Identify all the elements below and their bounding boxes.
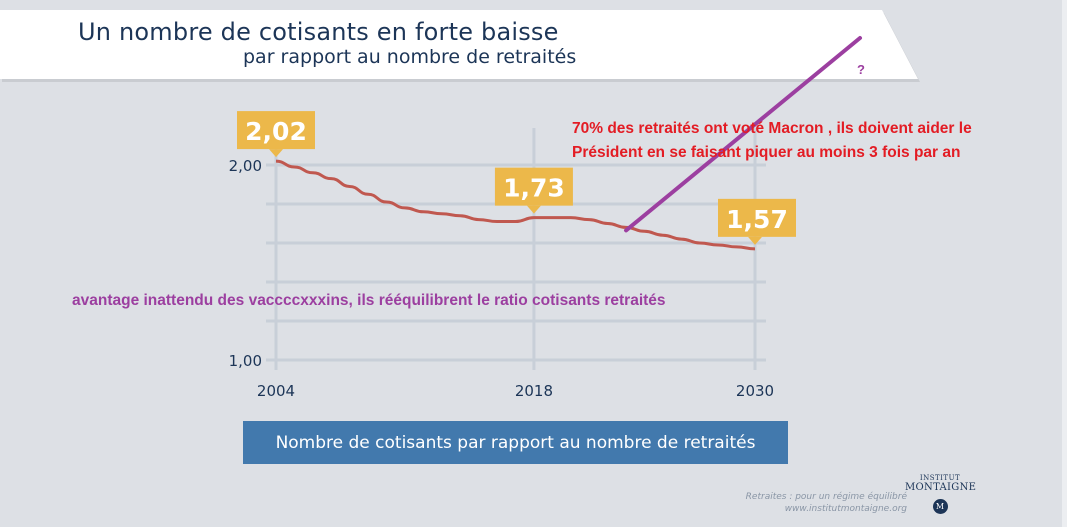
x-tick-label: 2004 bbox=[257, 382, 295, 400]
series-line bbox=[275, 159, 756, 251]
logo-main-text: MONTAIGNE bbox=[905, 482, 977, 493]
chart-title: Un nombre de cotisants en forte baisse bbox=[78, 18, 559, 46]
red-annotation-text: 70% des retraités ont voté Macron , ils … bbox=[572, 120, 972, 161]
value-callout: 2,02 bbox=[237, 111, 315, 158]
y-tick-label: 1,00 bbox=[229, 352, 262, 370]
banner-background bbox=[0, 10, 918, 79]
legend-label: Nombre de cotisants par rapport au nombr… bbox=[275, 432, 756, 453]
callout-label: 1,57 bbox=[726, 205, 788, 234]
legend-box: Nombre de cotisants par rapport au nombr… bbox=[243, 421, 788, 464]
x-tick-label: 2018 bbox=[515, 382, 553, 400]
callout-pointer bbox=[269, 149, 283, 158]
chart-subtitle: par rapport au nombre de retraités bbox=[243, 46, 577, 68]
value-callout: 1,73 bbox=[494, 167, 573, 214]
title-banner bbox=[0, 10, 920, 82]
axis-ticks: 1,00 2,00 2004 2018 2030 bbox=[229, 157, 775, 400]
logo-top-text: INSTITUT bbox=[919, 474, 961, 482]
y-tick-label: 2,00 bbox=[229, 157, 262, 175]
value-callouts: 2,02 1,73 1,57 bbox=[237, 111, 796, 245]
question-mark-annotation: ? bbox=[857, 62, 865, 77]
callout-label: 2,02 bbox=[245, 117, 307, 146]
purple-overlay-line bbox=[624, 36, 862, 233]
callout-label: 1,73 bbox=[503, 174, 565, 203]
source-line-1: Retraites : pour un régime équilibré bbox=[745, 492, 907, 502]
source-credit: Retraites : pour un régime équilibré www… bbox=[746, 491, 907, 515]
callout-box bbox=[494, 167, 573, 206]
institut-montaigne-logo: INSTITUT MONTAIGNE M bbox=[905, 474, 977, 514]
callout-box bbox=[237, 111, 315, 150]
callout-pointer bbox=[526, 205, 541, 214]
right-edge-strip bbox=[1062, 0, 1067, 527]
source-line-2: www.institutmontaigne.org bbox=[784, 504, 907, 514]
x-tick-label: 2030 bbox=[736, 382, 774, 400]
logo-badge-icon: M bbox=[932, 499, 948, 514]
callout-box bbox=[718, 198, 796, 237]
callout-pointer bbox=[748, 236, 762, 245]
value-callout: 1,57 bbox=[718, 198, 796, 245]
purple-annotation-text: avantage inattendu des vaccccxxxins, ils… bbox=[72, 292, 666, 309]
